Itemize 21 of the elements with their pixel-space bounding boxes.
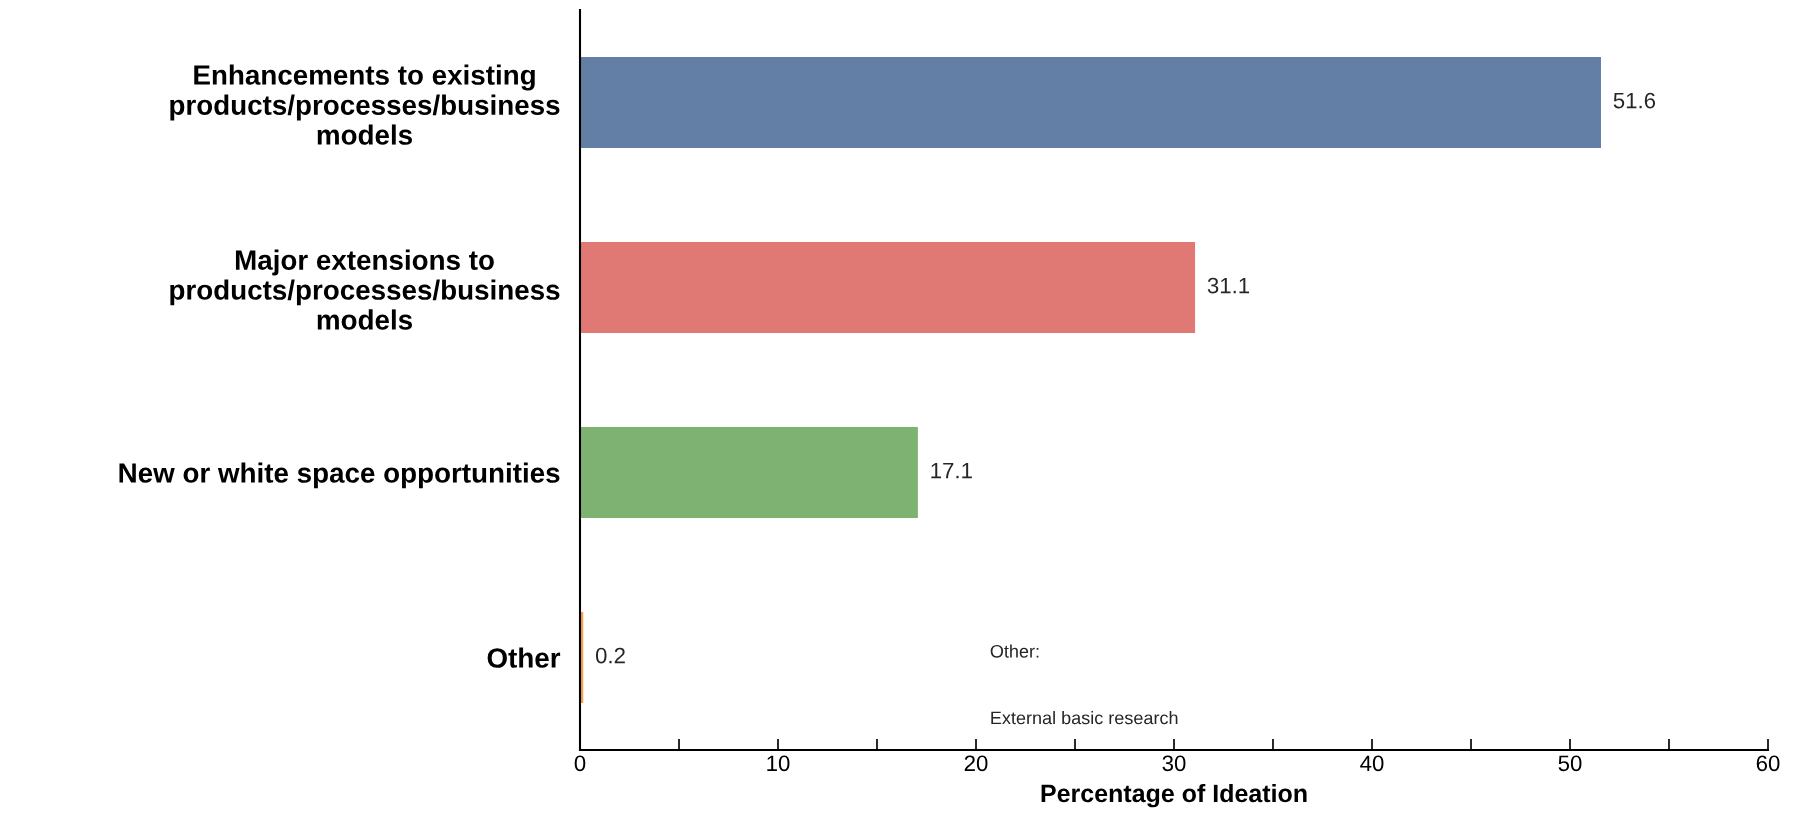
x-tick-label: 10 <box>767 755 790 772</box>
x-tick-label: 20 <box>964 755 988 772</box>
bar <box>580 55 1603 150</box>
x-tick-label: 60 <box>1756 755 1780 772</box>
x-tick-label: 0 <box>574 755 586 772</box>
y-tick-label: New or white space opportunities <box>119 462 560 489</box>
annotation: Other: <box>990 644 1039 658</box>
x-tick-label: 40 <box>1360 755 1384 772</box>
x-axis-title: Percentage of Ideation <box>1041 783 1307 808</box>
data-label: 31.1 <box>1207 277 1250 294</box>
annotation: External basic research <box>991 711 1178 725</box>
y-tick-label: Enhancements to existing products/processes/business models <box>170 64 560 145</box>
data-label: 51.6 <box>1613 92 1656 109</box>
bar <box>580 240 1197 335</box>
y-tick-label: Major extensions to products/processes/business models <box>170 249 560 330</box>
x-tick-label: 30 <box>1162 755 1186 772</box>
bar <box>580 425 920 520</box>
data-label: 17.1 <box>931 462 972 479</box>
x-tick-label: 50 <box>1558 755 1582 772</box>
y-tick-label: Other <box>487 647 561 668</box>
data-label: 0.2 <box>595 647 625 664</box>
